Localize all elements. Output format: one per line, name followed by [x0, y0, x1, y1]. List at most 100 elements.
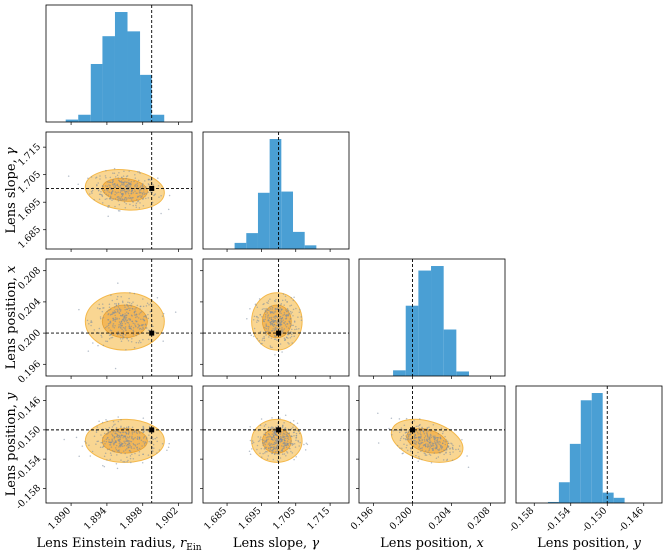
- sample-point: [130, 445, 133, 448]
- axis-label-theta_E: Lens Einstein radius, rEin: [37, 536, 202, 553]
- sample-point: [128, 170, 130, 172]
- sample-point: [124, 449, 127, 451]
- sample-point: [299, 441, 301, 444]
- sample-point: [286, 310, 288, 313]
- sample-point: [91, 192, 93, 194]
- sample-point: [283, 430, 285, 432]
- sample-point: [126, 198, 128, 200]
- sample-point: [286, 435, 288, 437]
- sample-point: [149, 442, 152, 444]
- sample-point: [435, 457, 438, 459]
- sample-point: [125, 177, 127, 180]
- sample-point: [267, 447, 270, 450]
- sample-point: [121, 445, 124, 448]
- sample-point: [167, 208, 170, 211]
- sample-point: [284, 299, 287, 301]
- sample-point: [273, 334, 276, 337]
- sample-point: [161, 315, 164, 317]
- hist-bar: [558, 482, 570, 503]
- sample-point: [129, 203, 131, 206]
- sample-point: [273, 323, 275, 326]
- sample-point: [156, 296, 159, 299]
- sample-point: [114, 302, 116, 305]
- truth-marker: [149, 185, 155, 191]
- panel-y-gamma: 1.685 1.695 1.705 1.715: [200, 385, 350, 532]
- sample-point: [431, 447, 434, 450]
- sample-point: [124, 334, 127, 336]
- sample-point: [266, 436, 269, 438]
- sample-point: [139, 172, 141, 174]
- panel-frame: [202, 131, 350, 250]
- sample-point: [276, 324, 279, 327]
- sample-point: [285, 315, 288, 318]
- sample-point: [270, 305, 273, 307]
- sample-point: [436, 436, 438, 439]
- sample-point: [279, 438, 282, 440]
- sample-point: [130, 447, 133, 449]
- axis-label-gamma: Lens slope, γ: [4, 147, 19, 233]
- sample-point: [131, 433, 134, 435]
- sample-point: [407, 433, 409, 435]
- sample-point: [135, 341, 138, 344]
- sample-point: [132, 334, 135, 336]
- sample-point: [102, 307, 104, 309]
- sample-point: [306, 443, 309, 446]
- sample-point: [262, 318, 265, 321]
- sample-point: [402, 434, 405, 437]
- sample-point: [133, 314, 136, 316]
- sample-point: [425, 443, 427, 445]
- sample-point: [125, 320, 128, 322]
- sample-point: [269, 444, 271, 447]
- sample-point: [116, 435, 118, 438]
- sample-point: [398, 418, 401, 420]
- sample-point: [269, 308, 272, 310]
- sample-point: [275, 298, 277, 301]
- sample-point: [111, 199, 113, 201]
- sample-point: [149, 302, 152, 304]
- sample-point: [446, 440, 449, 442]
- sample-point: [275, 335, 277, 338]
- sample-point: [145, 437, 148, 439]
- sample-point: [442, 440, 445, 442]
- sample-point: [114, 325, 116, 327]
- sample-point: [123, 188, 126, 191]
- sample-point: [127, 322, 130, 324]
- sample-point: [133, 447, 135, 450]
- sample-point: [105, 176, 107, 179]
- sample-point: [112, 198, 114, 200]
- sample-point: [109, 329, 112, 331]
- sample-point: [295, 456, 297, 458]
- sample-point: [109, 321, 111, 323]
- x-tick-label: -0.154: [544, 505, 573, 534]
- sample-point: [135, 431, 138, 434]
- sample-point: [135, 430, 137, 432]
- sample-point: [117, 210, 120, 212]
- sample-point: [280, 304, 282, 306]
- sample-point: [106, 448, 109, 451]
- sample-point: [138, 313, 141, 315]
- sample-point: [120, 181, 123, 184]
- sample-point: [282, 314, 284, 316]
- sample-point: [139, 185, 142, 188]
- sample-point: [105, 193, 108, 196]
- sample-point: [427, 438, 430, 440]
- sample-point: [276, 453, 278, 455]
- sample-point: [93, 329, 96, 331]
- sample-point: [282, 319, 284, 321]
- hist-bar: [127, 31, 141, 122]
- sample-point: [138, 324, 141, 327]
- sample-point: [126, 319, 129, 321]
- sample-point: [108, 334, 111, 337]
- sample-point: [120, 190, 122, 192]
- sample-point: [418, 456, 420, 458]
- sample-point: [138, 454, 140, 457]
- sample-point: [251, 442, 253, 445]
- sample-point: [428, 437, 431, 439]
- sample-point: [426, 438, 428, 440]
- sample-point: [278, 320, 281, 322]
- sample-point: [108, 332, 111, 334]
- sample-point: [138, 207, 141, 209]
- sample-point: [125, 314, 128, 317]
- sample-point: [285, 444, 287, 446]
- sample-point: [137, 179, 140, 182]
